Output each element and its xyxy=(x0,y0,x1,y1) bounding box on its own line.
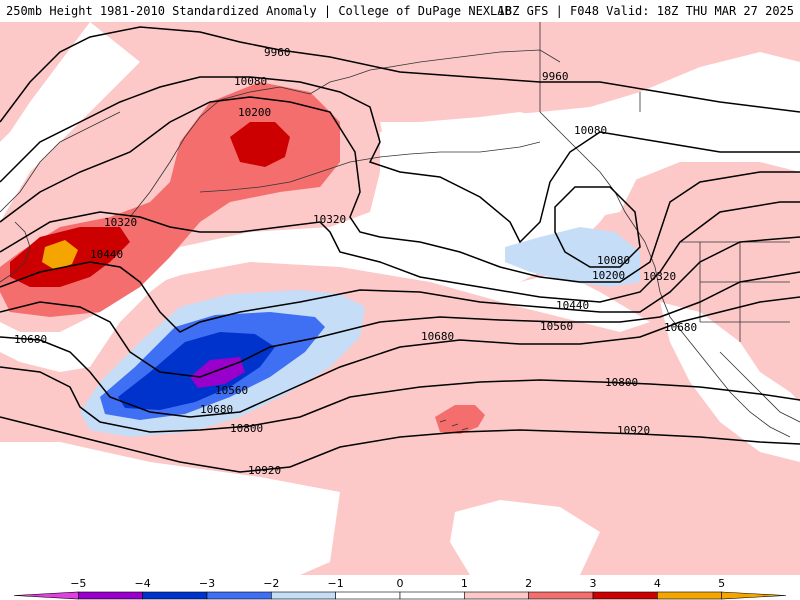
contour-10440 xyxy=(0,236,800,333)
contour-10320 xyxy=(0,201,800,303)
colorbar-segment xyxy=(721,591,787,600)
colorbar-tick-label: 5 xyxy=(718,577,725,590)
japan-coast xyxy=(0,221,31,283)
colorbar-tick-label: −3 xyxy=(199,577,215,590)
colorbar-ticks: −5 −4 −3 −2 −1 0 1 2 3 4 5 xyxy=(70,577,725,590)
height-contours xyxy=(0,26,800,473)
hawaii-islands xyxy=(439,419,469,431)
contour-label-10080-c: 10080 xyxy=(597,254,630,267)
contour-label-10200-b: 10200 xyxy=(592,269,625,282)
colorbar-tick-label: −1 xyxy=(328,577,344,590)
colorbar-segments xyxy=(13,591,787,600)
contour-label-10680-d: 10680 xyxy=(664,321,697,334)
colorbar-segment xyxy=(335,591,401,600)
colorbar-segment xyxy=(78,591,143,600)
contour-label-10680-b: 10680 xyxy=(200,403,233,416)
colorbar-segment xyxy=(528,591,594,600)
colorbar-tick-label: 2 xyxy=(525,577,532,590)
contour-label-10320-a: 10320 xyxy=(104,216,137,229)
near-zero-area-ak xyxy=(380,112,640,222)
colorbar: −5 −4 −3 −2 −1 0 1 2 3 4 5 xyxy=(0,575,800,600)
contour-label-9960-b: 9960 xyxy=(542,70,569,83)
colorbar-segment xyxy=(142,591,208,600)
colorbar-segment xyxy=(206,591,272,600)
colorbar-segment xyxy=(271,591,336,600)
colorbar-tick-label: −5 xyxy=(70,577,86,590)
alaska-coast xyxy=(129,49,561,218)
colorbar-tick-label: 3 xyxy=(590,577,597,590)
contour-labels: 9960 9960 10080 10080 10080 10200 10200 … xyxy=(14,46,697,477)
positive-anomaly-light-north xyxy=(0,22,800,332)
aleutian-chain xyxy=(199,141,541,193)
anomaly-map: 9960 9960 10080 10080 10080 10200 10200 … xyxy=(0,22,800,575)
contour-label-9960-a: 9960 xyxy=(264,46,291,59)
contour-label-10440-b: 10440 xyxy=(556,299,589,312)
negative-anomaly-strong-pacific xyxy=(118,332,275,410)
contour-label-10200-a: 10200 xyxy=(238,106,271,119)
contour-label-10680-c: 10680 xyxy=(421,330,454,343)
near-zero-band-central xyxy=(110,247,650,332)
contour-10200 xyxy=(0,96,800,283)
near-zero-area-southcentral xyxy=(450,500,600,575)
contour-10800 xyxy=(0,366,800,433)
contour-label-10440-a: 10440 xyxy=(90,248,123,261)
colorbar-segment xyxy=(592,591,658,600)
contour-label-10800-b: 10800 xyxy=(605,376,638,389)
colorbar-segment xyxy=(657,591,722,600)
contour-10680 xyxy=(0,296,800,418)
near-zero-areas xyxy=(0,112,800,575)
contour-label-10560-b: 10560 xyxy=(540,320,573,333)
positive-anomaly-strong-north xyxy=(230,122,290,167)
positive-anomaly-hawaii xyxy=(435,405,485,434)
contour-10080 xyxy=(0,76,800,244)
header-bar: 250mb Height 1981-2010 Standardized Anom… xyxy=(0,0,800,22)
colorbar-tick-label: −2 xyxy=(263,577,279,590)
contour-label-10920-a: 10920 xyxy=(248,464,281,477)
positive-anomaly-light-west xyxy=(0,22,90,142)
kamchatka-coast xyxy=(0,111,121,213)
us-west-coast xyxy=(644,241,791,438)
colorbar-tick-label: 0 xyxy=(397,577,404,590)
colorbar-segment xyxy=(464,591,529,600)
colorbar-segment xyxy=(399,591,465,600)
colorbar-tick-label: −4 xyxy=(135,577,151,590)
near-zero-area-california xyxy=(660,302,800,462)
contour-10920 xyxy=(0,416,800,473)
map-title: 250mb Height 1981-2010 Standardized Anom… xyxy=(6,4,512,18)
negative-anomaly-medium-coast-edge xyxy=(198,304,210,314)
contour-label-10680-a: 10680 xyxy=(14,333,47,346)
contour-label-10320-c: 10320 xyxy=(643,270,676,283)
model-run-info: 18Z GFS | F048 Valid: 18Z THU MAR 27 202… xyxy=(497,4,794,18)
contour-label-10080-a: 10080 xyxy=(234,75,267,88)
mexico-coast xyxy=(719,351,800,423)
near-zero-area-south xyxy=(0,442,340,575)
contour-label-10920-b: 10920 xyxy=(617,424,650,437)
contour-10560 xyxy=(0,271,800,378)
positive-anomaly-max-west xyxy=(42,240,78,270)
contour-10080-loop xyxy=(554,186,641,268)
colorbar-tick-label: 4 xyxy=(654,577,661,590)
contour-label-10320-b: 10320 xyxy=(313,213,346,226)
colorbar-tick-label: 1 xyxy=(461,577,468,590)
contour-label-10080-b: 10080 xyxy=(574,124,607,137)
contour-9960 xyxy=(0,26,800,123)
contour-label-10800-a: 10800 xyxy=(230,422,263,435)
contour-label-10560-a: 10560 xyxy=(215,384,248,397)
bc-coast xyxy=(539,111,646,243)
